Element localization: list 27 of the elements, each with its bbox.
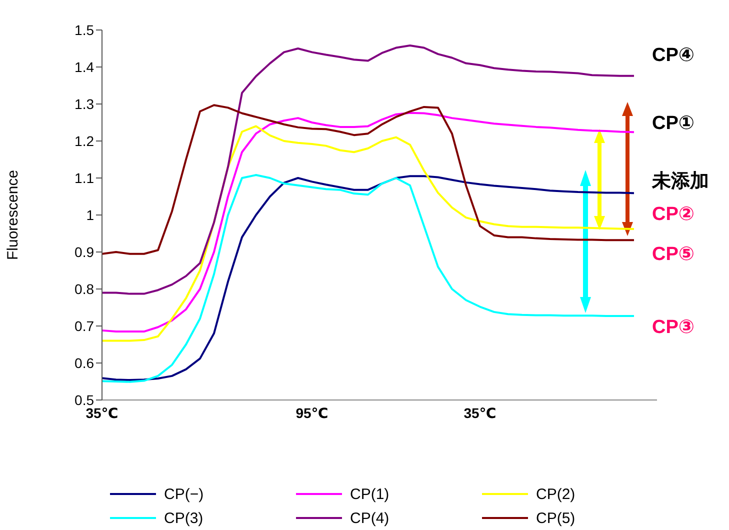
annotation: CP③ (652, 317, 694, 339)
y-axis-title: Fluorescence (4, 170, 22, 260)
annotation: CP④ (652, 45, 694, 67)
x-tick-label: 35℃ (464, 404, 496, 421)
legend-label: CP(2) (536, 486, 576, 502)
x-tick-label: 95℃ (296, 404, 328, 421)
line-series (101, 44, 635, 295)
y-tick-label: 1.2 (74, 132, 94, 149)
legend-label: CP(3) (164, 510, 204, 526)
y-tick-label: 1.4 (74, 58, 94, 75)
y-tick-label: 1 (86, 206, 94, 223)
legend-label: CP(−) (164, 486, 204, 502)
y-tick-label: 0.8 (74, 280, 94, 297)
y-tick-label: 1.1 (74, 170, 94, 186)
annotation: CP② (652, 204, 694, 226)
annotation: CP⑤ (652, 244, 694, 266)
y-tick-label: 0.7 (74, 318, 94, 334)
y-tick-label: 0.9 (74, 244, 94, 260)
legend-label: CP(4) (350, 510, 390, 526)
y-tick-label: 1.5 (74, 22, 94, 38)
line-series (101, 104, 635, 255)
annotation: CP① (652, 113, 694, 135)
legend-label: CP(5) (536, 510, 576, 526)
annotation: 未添加 (652, 171, 709, 193)
y-tick-label: 0.6 (74, 354, 94, 371)
legend-label: CP(1) (350, 486, 390, 502)
y-tick-label: 1.3 (74, 96, 94, 112)
